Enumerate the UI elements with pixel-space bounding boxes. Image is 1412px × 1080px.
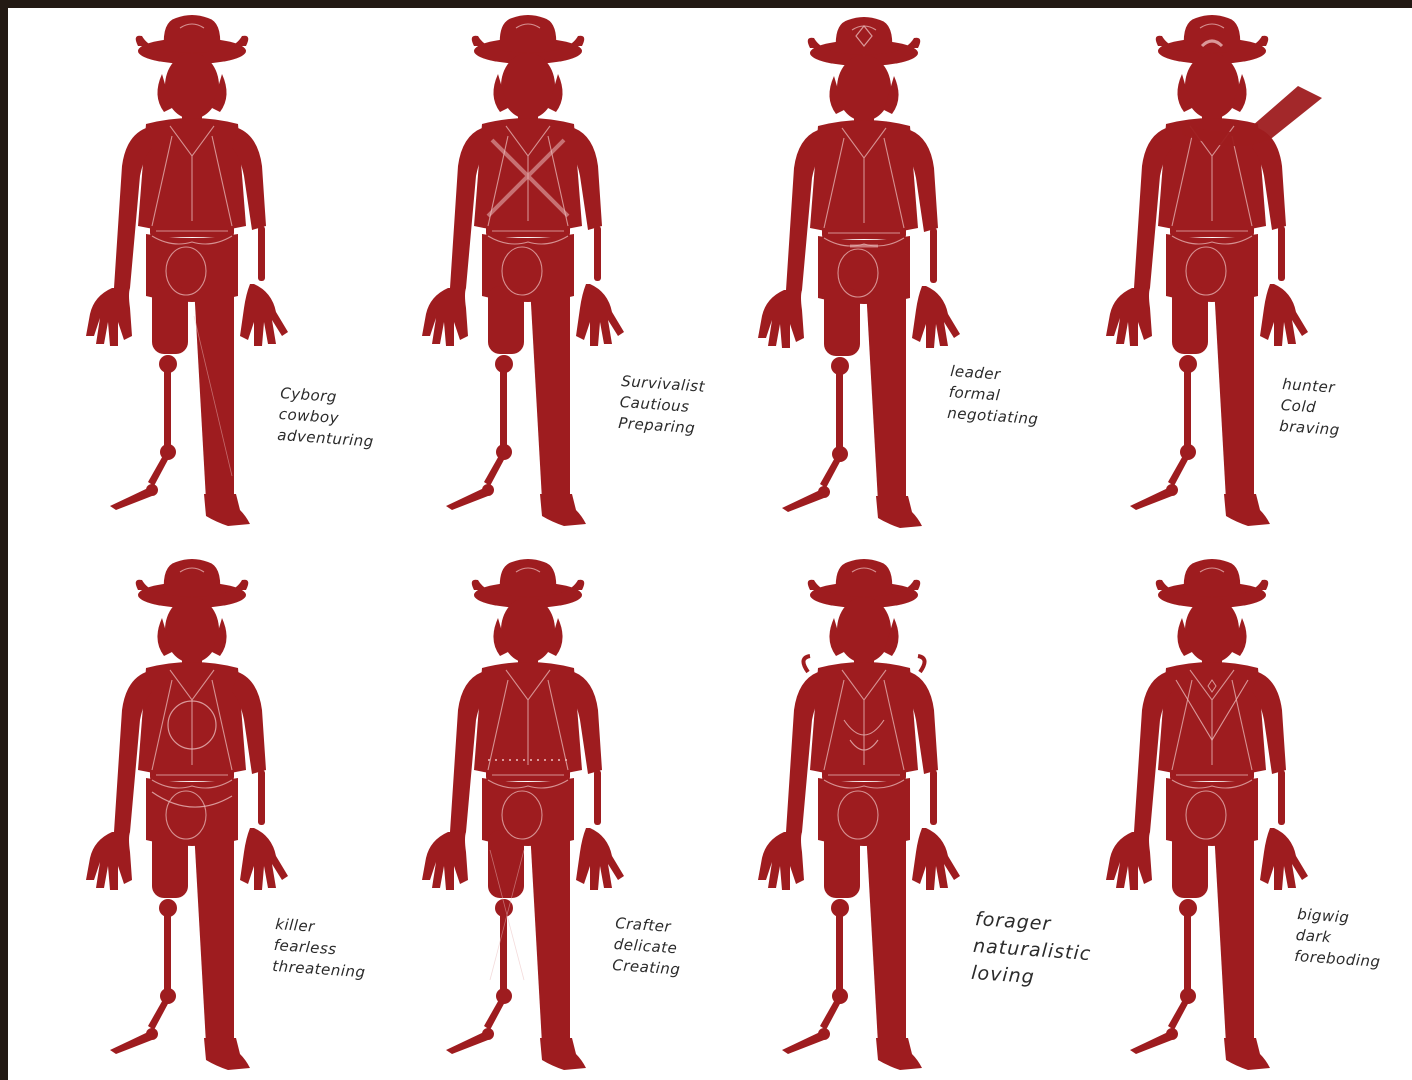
caption-line: braving — [1278, 416, 1341, 440]
cowboy-figure-8 — [1106, 559, 1308, 1070]
caption-figure-1: Cyborg cowboy adventuring — [277, 383, 378, 453]
caption-figure-5: killer fearless threatening — [272, 914, 369, 983]
figure-lineup — [86, 15, 1322, 1070]
character-sheet: Cyborg cowboy adventuring Survivalist Ca… — [8, 8, 1412, 1080]
cowboy-figure-1 — [86, 15, 288, 526]
cowboy-figure-4 — [1106, 15, 1322, 526]
caption-figure-3: leader formal negotiating — [947, 361, 1042, 430]
caption-figure-6: Crafter delicate Creating — [612, 913, 684, 981]
caption-figure-4: hunter Cold braving — [1279, 374, 1344, 441]
cowboy-figure-3 — [758, 17, 960, 528]
caption-figure-2: Survivalist Cautious Preparing — [618, 371, 706, 440]
caption-figure-8: bigwig dark foreboding — [1294, 904, 1384, 973]
cowboy-figure-6 — [422, 559, 624, 1070]
cowboy-figure-5 — [86, 559, 288, 1070]
cowboy-figure-2 — [422, 15, 624, 526]
cowboy-figure-7 — [758, 559, 960, 1070]
caption-figure-7: forager naturalistic loving — [970, 906, 1094, 995]
